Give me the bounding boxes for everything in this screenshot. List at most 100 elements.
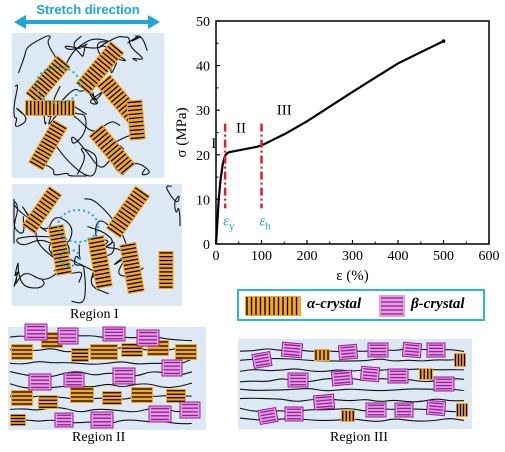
beta-crystal [425, 399, 447, 417]
beta-crystal [401, 341, 423, 359]
alpha-crystal [175, 344, 197, 360]
region-i-label: Region I [70, 307, 119, 322]
beta-crystal [433, 376, 455, 392]
polymer-chain [53, 142, 98, 177]
stretch-direction-label: Stretch direction [36, 2, 140, 17]
beta-crystal [359, 365, 381, 383]
alpha-crystal [47, 223, 73, 277]
alpha-crystal [88, 124, 136, 176]
x-axis-label: ε (%) [336, 268, 369, 284]
alpha-crystal-icon [245, 296, 301, 316]
beta-crystal [365, 402, 387, 418]
beta-crystal [24, 323, 48, 341]
beta-crystal [287, 372, 309, 388]
polymer-chain [64, 35, 88, 57]
curve-end-point [441, 39, 446, 43]
beta-crystal [54, 412, 74, 428]
marker-label: εy [223, 214, 235, 233]
beta-crystal [28, 373, 52, 391]
legend: α-crystal β-crystal [237, 289, 485, 321]
alpha-crystal [71, 348, 89, 362]
beta-crystal [330, 369, 354, 387]
x-tick-label: 200 [297, 249, 318, 264]
alpha-crystal [119, 241, 145, 295]
alpha-crystal [102, 391, 122, 405]
marker-label: εh [260, 214, 272, 233]
alpha-crystal [87, 234, 113, 290]
beta-crystal-icon [379, 295, 405, 317]
polymer-chain [13, 198, 25, 234]
legend-alpha-label: α-crystal [307, 296, 362, 312]
alpha-crystal [11, 344, 33, 360]
alpha-crystal [126, 99, 146, 141]
y-tick-label: 20 [196, 149, 210, 164]
beta-crystal [112, 367, 136, 385]
beta-crystal [57, 327, 79, 345]
beta-crystal [63, 372, 85, 388]
beta-crystal [312, 393, 336, 411]
polymer-chain [239, 358, 465, 362]
polymer-chain [239, 387, 465, 392]
polymer-chain [127, 35, 148, 51]
beta-crystal [280, 341, 304, 359]
alpha-crystal [131, 387, 153, 403]
alpha-crystal [25, 100, 75, 116]
polymer-chain [59, 107, 113, 168]
y-axis-label: σ (MPa) [174, 107, 190, 157]
polymer-chain [84, 198, 130, 265]
polymer-chain [67, 257, 109, 295]
y-tick-label: 50 [196, 15, 210, 30]
beta-crystal [426, 342, 446, 358]
beta-crystal [367, 342, 389, 358]
x-tick-label: 300 [342, 249, 363, 264]
y-tick-label: 30 [196, 104, 210, 119]
beta-crystal [251, 350, 273, 370]
alpha-crystal [158, 251, 174, 289]
beta-crystal [90, 411, 114, 429]
region-label: I [211, 136, 216, 152]
beta-crystal [284, 406, 304, 422]
polymer-chain [13, 262, 45, 289]
region-label: III [277, 103, 292, 119]
x-tick-label: 0 [213, 249, 220, 264]
x-tick-label: 100 [251, 249, 272, 264]
alpha-crystal [10, 414, 26, 426]
beta-crystal [337, 343, 359, 361]
y-tick-label: 0 [203, 238, 210, 253]
alpha-crystal [75, 41, 125, 95]
polymer-chain [98, 36, 143, 62]
highlight-circle [35, 66, 81, 104]
beta-crystal [394, 402, 414, 418]
beta-crystal [148, 405, 172, 423]
alpha-crystal [28, 119, 68, 171]
alpha-crystal [314, 349, 330, 361]
x-tick-label: 600 [479, 249, 500, 264]
alpha-crystal [105, 185, 151, 239]
highlight-circle [59, 249, 81, 267]
beta-crystal [161, 359, 183, 377]
alpha-crystal [38, 395, 58, 409]
alpha-crystal [454, 353, 466, 367]
alpha-crystal [166, 389, 186, 403]
alpha-crystal [21, 185, 63, 235]
x-tick-label: 400 [388, 249, 409, 264]
beta-crystal [136, 329, 160, 347]
alpha-crystal [341, 410, 355, 422]
alpha-crystal [419, 368, 433, 380]
region-label: II [236, 121, 246, 137]
y-tick-label: 10 [196, 193, 210, 208]
plot-frame [215, 20, 490, 245]
alpha-crystal [70, 387, 94, 403]
alpha-crystal [456, 403, 468, 417]
alpha-crystal [90, 344, 118, 360]
alpha-crystal [11, 390, 33, 406]
stress-strain-curve [214, 40, 444, 245]
polymer-chain [239, 397, 465, 403]
region-ii-label: Region II [72, 430, 126, 445]
polymer-chain [13, 84, 27, 127]
polymer-chain [166, 185, 181, 227]
